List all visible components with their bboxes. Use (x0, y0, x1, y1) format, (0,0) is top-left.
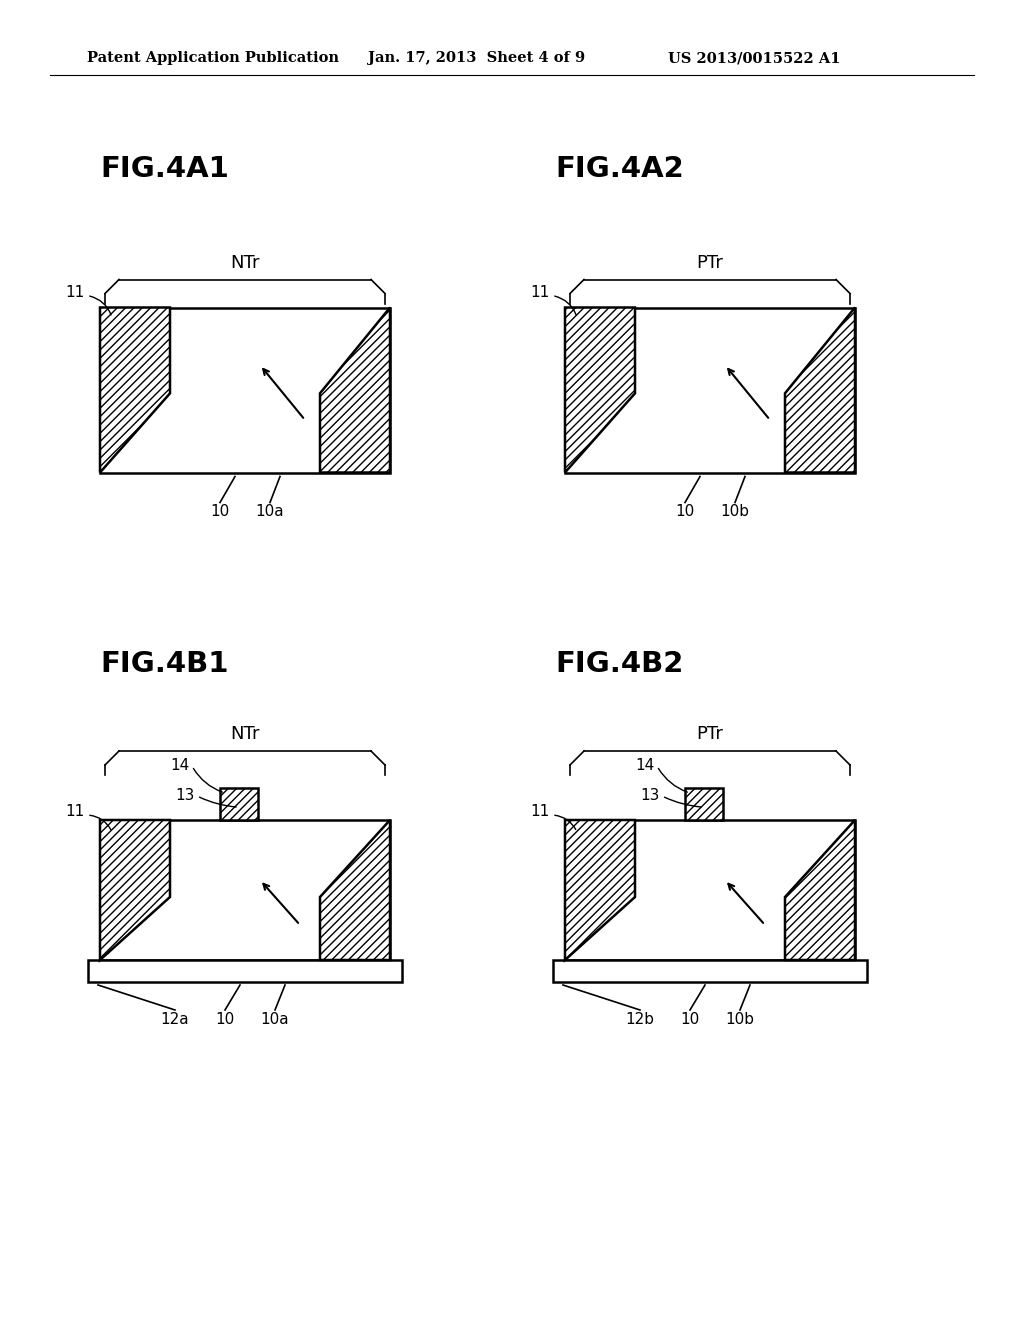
Polygon shape (565, 820, 635, 960)
Text: 10: 10 (210, 504, 229, 520)
Text: 11: 11 (530, 285, 550, 300)
Text: 13: 13 (176, 788, 195, 804)
Bar (220, 788, 258, 820)
Text: 11: 11 (66, 804, 85, 820)
Text: 13: 13 (641, 788, 660, 804)
Text: PTr: PTr (696, 725, 723, 743)
Text: NTr: NTr (230, 253, 260, 272)
Bar (565, 308, 855, 473)
Text: 10: 10 (215, 1012, 234, 1027)
Text: Patent Application Publication: Patent Application Publication (87, 51, 339, 65)
Text: Jan. 17, 2013  Sheet 4 of 9: Jan. 17, 2013 Sheet 4 of 9 (368, 51, 585, 65)
Bar (88, 960, 402, 982)
Text: FIG.4A2: FIG.4A2 (555, 154, 684, 183)
Text: 10a: 10a (261, 1012, 290, 1027)
Polygon shape (785, 820, 855, 960)
Text: 10b: 10b (721, 504, 750, 520)
Polygon shape (785, 308, 855, 473)
Text: NTr: NTr (230, 725, 260, 743)
Bar (565, 820, 855, 960)
Bar (100, 820, 390, 960)
Text: PTr: PTr (696, 253, 723, 272)
Text: 10a: 10a (256, 504, 285, 520)
Bar (100, 308, 390, 473)
Text: 14: 14 (171, 759, 190, 774)
Polygon shape (319, 820, 390, 960)
Polygon shape (319, 308, 390, 473)
Text: FIG.4B2: FIG.4B2 (555, 649, 683, 678)
Text: 12a: 12a (161, 1012, 189, 1027)
Text: US 2013/0015522 A1: US 2013/0015522 A1 (668, 51, 841, 65)
Text: 12b: 12b (626, 1012, 654, 1027)
Text: 10: 10 (680, 1012, 699, 1027)
Polygon shape (100, 308, 170, 473)
Polygon shape (100, 820, 170, 960)
Bar (685, 788, 723, 820)
Text: FIG.4A1: FIG.4A1 (100, 154, 229, 183)
Text: FIG.4B1: FIG.4B1 (100, 649, 228, 678)
Bar (553, 960, 867, 982)
Text: 10: 10 (676, 504, 694, 520)
Text: 11: 11 (530, 804, 550, 820)
Text: 11: 11 (66, 285, 85, 300)
Polygon shape (565, 308, 635, 473)
Text: 14: 14 (636, 759, 655, 774)
Text: 10b: 10b (725, 1012, 755, 1027)
